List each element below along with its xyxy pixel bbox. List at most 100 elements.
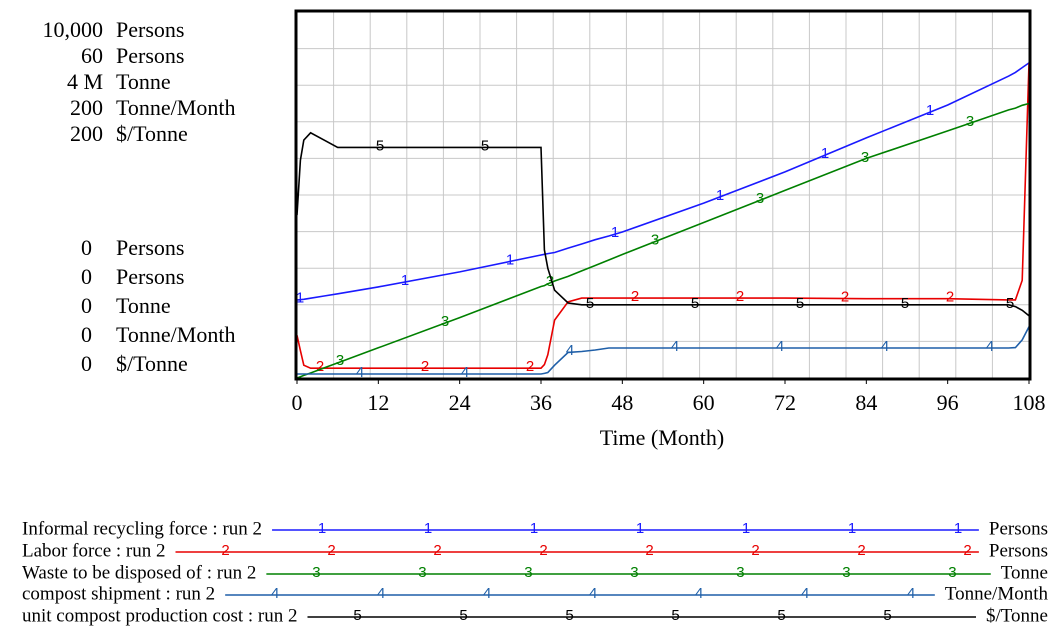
line-marker: 1: [926, 102, 934, 119]
y-tick-label: 0: [81, 235, 92, 260]
legend-marker: 5: [353, 607, 361, 624]
legend-label: compost shipment : run 2: [22, 583, 215, 604]
legend-marker: 2: [539, 542, 547, 559]
line-marker: 5: [586, 295, 594, 312]
legend-label: unit compost production cost : run 2: [22, 605, 297, 626]
legend-marker: 1: [848, 520, 856, 537]
legend-marker: 2: [221, 542, 229, 559]
legend-marker: 5: [883, 607, 891, 624]
line-marker: 1: [716, 187, 724, 204]
x-tick-label: 24: [449, 390, 471, 415]
y-tick-label: 200: [70, 95, 103, 120]
x-tick-label: 60: [693, 390, 715, 415]
y-tick-label: 10,000: [43, 17, 104, 42]
legend-marker: 1: [742, 520, 750, 537]
y-unit: Tonne/Month: [116, 95, 235, 120]
legend-marker: 1: [530, 520, 538, 537]
legend-marker: 4: [695, 585, 703, 602]
plot-frame: [294, 9, 1032, 381]
y-unit: $/Tonne: [116, 351, 188, 376]
legend-marker: 2: [327, 542, 335, 559]
y-tick-label: 60: [81, 43, 103, 68]
line-marker: 5: [796, 295, 804, 312]
y-unit: Persons: [116, 43, 184, 68]
legend-marker: 4: [907, 585, 915, 602]
line-marker: 4: [566, 342, 574, 359]
y-tick-label: 200: [70, 121, 103, 146]
x-tick-label: 72: [774, 390, 796, 415]
line-marker: 3: [546, 273, 554, 290]
y-unit: Persons: [116, 17, 184, 42]
legend-marker: 2: [433, 542, 441, 559]
y-tick-label: 0: [81, 322, 92, 347]
line-marker: 4: [986, 338, 994, 355]
x-tick-label: 108: [1013, 390, 1046, 415]
x-tick-label: 96: [937, 390, 959, 415]
legend-label: Labor force : run 2: [22, 540, 166, 561]
legend-marker: 4: [483, 585, 491, 602]
legend-marker: 4: [589, 585, 597, 602]
legend-marker: 4: [271, 585, 279, 602]
legend-unit: Persons: [989, 540, 1048, 561]
series-line: [296, 102, 1030, 379]
line-marker: 5: [1006, 295, 1014, 312]
line-marker: 1: [296, 290, 304, 307]
x-tick-label: 0: [292, 390, 303, 415]
line-marker: 3: [336, 352, 344, 369]
legend-marker: 5: [565, 607, 573, 624]
line-marker: 1: [611, 224, 619, 241]
y-unit: Tonne/Month: [116, 322, 235, 347]
legend-marker: 5: [777, 607, 785, 624]
line-marker: 2: [841, 289, 849, 306]
legend-marker: 3: [418, 564, 426, 581]
legend-marker: 3: [842, 564, 850, 581]
legend-marker: 1: [318, 520, 326, 537]
line-marker: 2: [316, 358, 324, 375]
legend-unit: Tonne: [1001, 562, 1048, 583]
line-marker: 4: [671, 338, 679, 355]
legend-marker: 2: [963, 542, 971, 559]
line-marker: 5: [901, 295, 909, 312]
y-unit: Tonne: [116, 69, 171, 94]
legend-marker: 3: [630, 564, 638, 581]
line-marker: 3: [966, 113, 974, 130]
line-marker: 3: [861, 149, 869, 166]
y-tick-label: 0: [81, 293, 92, 318]
line-marker: 5: [376, 137, 384, 154]
x-axis-label: Time (Month): [600, 425, 724, 450]
series-line: [297, 326, 1030, 375]
legend-unit: $/Tonne: [986, 605, 1048, 626]
series-line: [296, 131, 1030, 317]
series-line: [296, 62, 1030, 301]
x-tick-label: 84: [855, 390, 877, 415]
legend-marker: 1: [636, 520, 644, 537]
legend-label: Informal recycling force : run 2: [22, 518, 262, 539]
y-tick-label: 0: [81, 351, 92, 376]
legend-marker: 3: [312, 564, 320, 581]
legend-unit: Tonne/Month: [945, 583, 1049, 604]
legend-unit: Persons: [989, 518, 1048, 539]
line-marker: 2: [631, 288, 639, 305]
legend-marker: 3: [736, 564, 744, 581]
line-marker: 4: [356, 364, 364, 381]
legend-marker: 1: [424, 520, 432, 537]
legend-marker: 3: [524, 564, 532, 581]
line-marker: 1: [821, 145, 829, 162]
legend-label: Waste to be disposed of : run 2: [22, 562, 256, 583]
line-marker: 1: [401, 272, 409, 289]
line-marker: 1: [506, 251, 514, 268]
y-unit: Persons: [116, 235, 184, 260]
line-marker: 2: [421, 358, 429, 375]
legend-marker: 2: [645, 542, 653, 559]
y-unit: Persons: [116, 264, 184, 289]
line-marker: 2: [946, 289, 954, 306]
legend-marker: 1: [954, 520, 962, 537]
line-marker: 5: [481, 137, 489, 154]
line-marker: 4: [461, 364, 469, 381]
legend-marker: 3: [948, 564, 956, 581]
line-marker: 3: [651, 232, 659, 249]
line-marker: 4: [776, 338, 784, 355]
line-marker: 4: [881, 338, 889, 355]
legend-marker: 4: [377, 585, 385, 602]
